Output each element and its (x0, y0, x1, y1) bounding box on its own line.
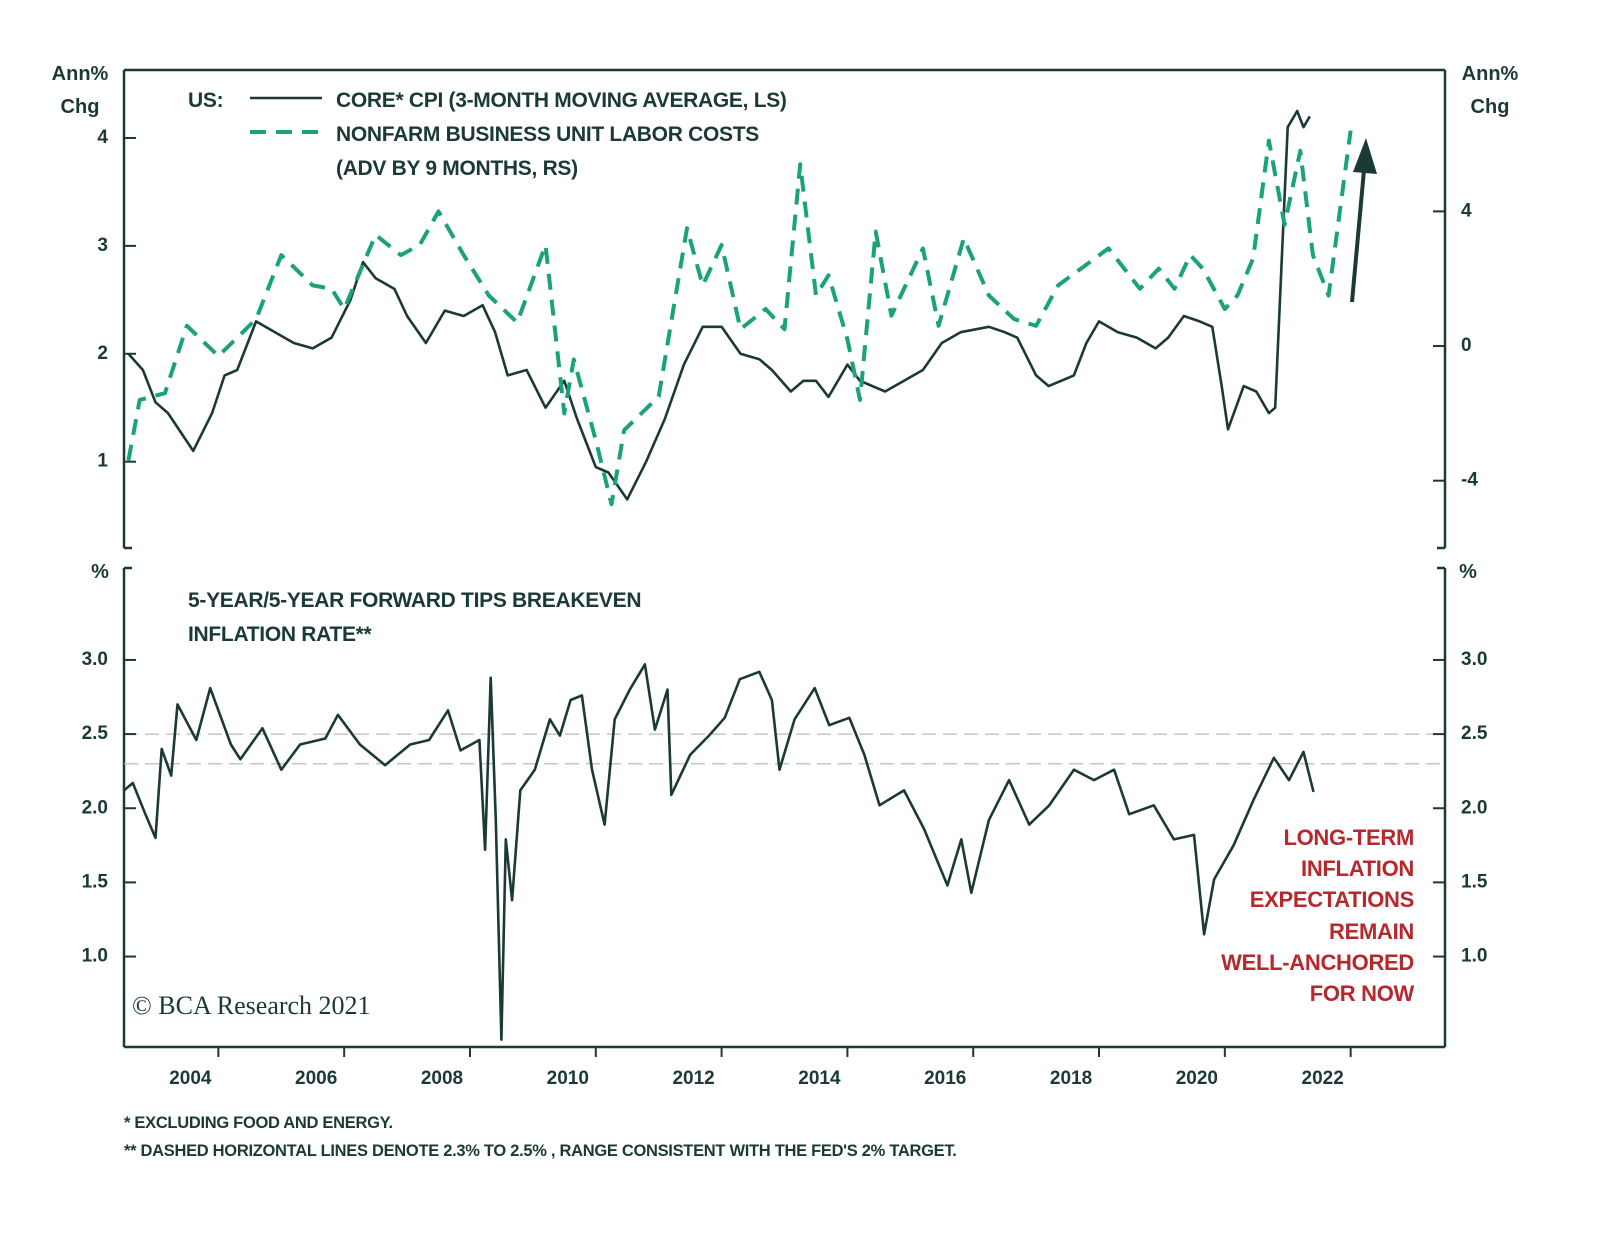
y2-tick-label: -4 (1461, 470, 1478, 491)
footnote: ** DASHED HORIZONTAL LINES DENOTE 2.3% T… (124, 1142, 957, 1160)
y-tick-label: 2 (97, 343, 108, 364)
panel-title: 5-YEAR/5-YEAR FORWARD TIPS BREAKEVEN INF… (188, 589, 642, 646)
x-tick-label: 2014 (798, 1068, 841, 1089)
y-tick-label: 2.5 (82, 723, 109, 744)
x-tick-label: 2008 (421, 1068, 463, 1089)
y2-tick-label: 1.5 (1461, 871, 1488, 892)
series-line (126, 130, 1353, 507)
y-tick-label: 1.5 (82, 871, 109, 892)
y2-tick-label: 2.0 (1461, 797, 1487, 818)
legend-entry: NONFARM BUSINESS UNIT LABOR COSTS (ADV B… (336, 123, 759, 180)
arrow (1350, 169, 1366, 303)
y2-axis-label: Ann% Chg (1461, 63, 1519, 118)
x-tick-label: 2010 (547, 1068, 589, 1089)
y2-axis-label: % (1459, 561, 1477, 583)
x-tick-label: 2020 (1176, 1068, 1218, 1089)
y-tick-label: 4 (97, 127, 108, 148)
y-axis-label: Ann% Chg (51, 63, 109, 118)
y2-tick-label: 0 (1461, 335, 1472, 356)
legend-title: US: (188, 89, 224, 112)
series-line (127, 109, 1311, 501)
y-axis-label: % (91, 561, 109, 583)
x-tick-label: 2012 (672, 1068, 714, 1089)
y2-tick-label: 3.0 (1461, 649, 1487, 670)
y2-tick-label: 2.5 (1461, 723, 1488, 744)
x-tick-label: 2006 (295, 1068, 337, 1089)
y-tick-label: 3 (97, 235, 108, 256)
y-tick-label: 1.0 (82, 946, 108, 967)
x-tick-label: 2016 (924, 1068, 966, 1089)
y2-tick-label: 1.0 (1461, 946, 1487, 967)
series-line (123, 663, 1315, 1041)
y-tick-label: 2.0 (82, 797, 108, 818)
x-tick-label: 2022 (1302, 1068, 1344, 1089)
y-tick-label: 3.0 (82, 649, 108, 670)
footnote: * EXCLUDING FOOD AND ENERGY. (124, 1114, 393, 1132)
x-tick-label: 2004 (169, 1068, 212, 1089)
x-tick-label: 2018 (1050, 1068, 1092, 1089)
legend-entry: CORE* CPI (3-MONTH MOVING AVERAGE, LS) (336, 89, 787, 112)
y-tick-label: 1 (97, 451, 108, 472)
source: © BCA Research 2021 (132, 991, 371, 1020)
y2-tick-label: 4 (1461, 200, 1472, 221)
annotation: LONG-TERM INFLATION EXPECTATIONS REMAIN … (1221, 825, 1414, 1007)
arrow-head (1353, 138, 1377, 174)
